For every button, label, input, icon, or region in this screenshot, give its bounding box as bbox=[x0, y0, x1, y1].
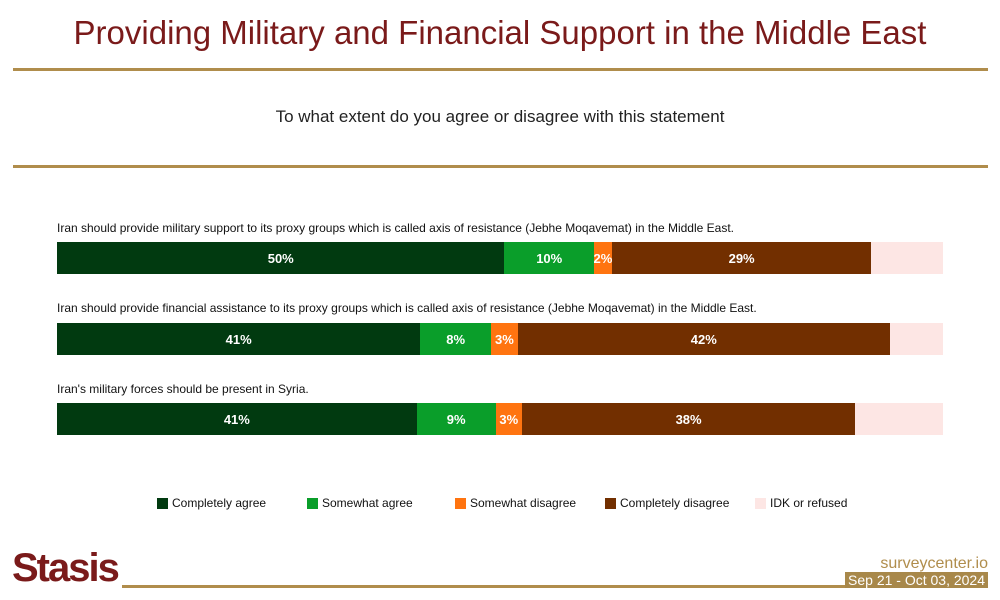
bar-segment-somewhat-agree: 9% bbox=[416, 403, 496, 435]
bar-segment-somewhat-agree: 8% bbox=[420, 323, 492, 355]
bar-segment-somewhat-disagree: 3% bbox=[495, 403, 522, 435]
bar-row: 41% 9% 3% 38% bbox=[57, 403, 943, 435]
legend-item: Completely agree bbox=[157, 496, 266, 510]
page-title: Providing Military and Financial Support… bbox=[73, 14, 927, 51]
divider bbox=[13, 165, 988, 168]
bar-segment-completely-disagree: 29% bbox=[611, 242, 872, 274]
legend-label: Somewhat disagree bbox=[470, 496, 577, 510]
bar-segment-completely-disagree: 38% bbox=[521, 403, 856, 435]
legend-item: Somewhat agree bbox=[307, 496, 413, 510]
legend-swatch bbox=[605, 497, 616, 509]
bar-segment-somewhat-disagree: 3% bbox=[491, 323, 518, 355]
bar-segment-completely-agree: 50% bbox=[57, 242, 505, 274]
bar-segment-idk-or-refused bbox=[855, 403, 943, 435]
site-url: surveycenter.io bbox=[880, 555, 988, 572]
legend-item: Completely disagree bbox=[605, 496, 729, 510]
stasis-logo: Stasis bbox=[12, 546, 120, 590]
bar-row: 41% 8% 3% 42% bbox=[57, 323, 943, 355]
legend-swatch bbox=[157, 497, 168, 509]
legend-item: IDK or refused bbox=[755, 496, 847, 510]
legend-item: Somewhat disagree bbox=[455, 496, 576, 510]
bar-segment-completely-agree: 41% bbox=[57, 403, 417, 435]
footer-divider bbox=[122, 585, 847, 588]
bar-segment-idk-or-refused bbox=[871, 242, 943, 274]
legend-label: IDK or refused bbox=[770, 496, 848, 510]
legend-label: Completely disagree bbox=[620, 496, 730, 510]
legend-label: Completely agree bbox=[172, 496, 267, 510]
bar-row: 50% 10% 2% 29% bbox=[57, 242, 943, 274]
legend-swatch bbox=[307, 497, 318, 509]
question-label: Iran should provide military support to … bbox=[57, 221, 734, 235]
legend-swatch bbox=[755, 497, 766, 509]
divider bbox=[13, 68, 988, 71]
legend-label: Somewhat agree bbox=[322, 496, 413, 510]
subtitle: To what extent do you agree or disagree … bbox=[275, 107, 725, 126]
bar-segment-completely-disagree: 42% bbox=[517, 323, 890, 355]
bar-segment-idk-or-refused bbox=[889, 323, 943, 355]
legend-swatch bbox=[455, 497, 466, 509]
bar-segment-completely-agree: 41% bbox=[57, 323, 421, 355]
question-label: Iran should provide financial assistance… bbox=[57, 301, 757, 315]
bar-segment-somewhat-agree: 10% bbox=[504, 242, 594, 274]
bar-segment-somewhat-disagree: 2% bbox=[593, 242, 612, 274]
date-range: Sep 21 - Oct 03, 2024 bbox=[845, 572, 988, 588]
question-label: Iran's military forces should be present… bbox=[57, 382, 309, 396]
